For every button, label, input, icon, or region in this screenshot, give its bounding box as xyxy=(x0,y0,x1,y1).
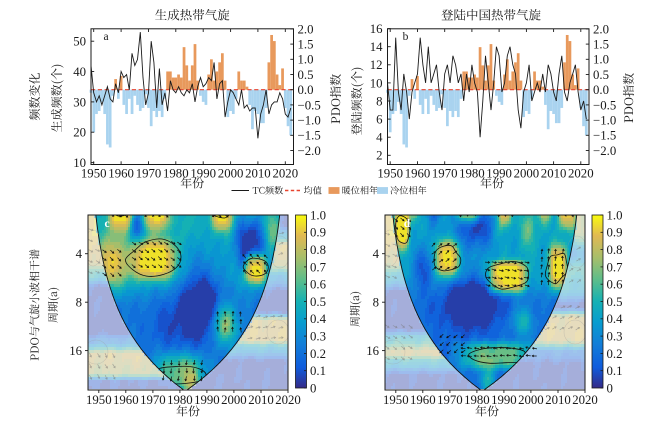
svg-text:2.0: 2.0 xyxy=(298,22,314,36)
svg-text:−0.5: −0.5 xyxy=(298,98,321,112)
svg-text:−1.0: −1.0 xyxy=(593,114,616,128)
svg-text:1980: 1980 xyxy=(167,393,193,407)
svg-text:d: d xyxy=(404,218,411,230)
svg-text:16: 16 xyxy=(366,344,379,358)
svg-text:8: 8 xyxy=(76,296,82,310)
svg-text:0.2: 0.2 xyxy=(607,347,623,361)
svg-text:8: 8 xyxy=(373,296,379,310)
svg-text:−2.0: −2.0 xyxy=(298,144,321,158)
svg-text:0.6: 0.6 xyxy=(607,278,624,292)
svg-text:1.5: 1.5 xyxy=(298,38,314,52)
svg-text:2.0: 2.0 xyxy=(593,22,609,36)
svg-text:1.0: 1.0 xyxy=(593,53,609,67)
svg-text:0.5: 0.5 xyxy=(607,295,623,309)
svg-text:2010: 2010 xyxy=(245,167,271,181)
svg-text:0.7: 0.7 xyxy=(310,260,327,274)
svg-text:2: 2 xyxy=(376,149,382,163)
svg-text:20: 20 xyxy=(73,126,86,140)
svg-text:1980: 1980 xyxy=(464,393,490,407)
svg-text:1950: 1950 xyxy=(377,167,403,181)
svg-text:1970: 1970 xyxy=(136,167,162,181)
svg-text:1.5: 1.5 xyxy=(593,38,609,52)
svg-text:0: 0 xyxy=(310,381,316,395)
svg-text:1990: 1990 xyxy=(491,393,517,407)
svg-text:12: 12 xyxy=(370,58,383,72)
svg-text:1.0: 1.0 xyxy=(607,208,623,222)
svg-text:2020: 2020 xyxy=(275,393,301,407)
svg-text:0.1: 0.1 xyxy=(607,364,623,378)
svg-text:4: 4 xyxy=(373,247,380,261)
svg-text:0: 0 xyxy=(607,381,613,395)
svg-text:0.3: 0.3 xyxy=(607,330,623,344)
svg-text:2020: 2020 xyxy=(568,167,594,181)
svg-text:0.0: 0.0 xyxy=(298,83,314,97)
svg-text:−1.5: −1.5 xyxy=(593,129,616,143)
svg-text:0.8: 0.8 xyxy=(310,243,326,257)
svg-text:0.9: 0.9 xyxy=(607,226,623,240)
svg-text:1980: 1980 xyxy=(163,167,189,181)
svg-text:0.7: 0.7 xyxy=(607,260,624,274)
svg-text:8: 8 xyxy=(376,94,382,108)
svg-text:−1.0: −1.0 xyxy=(298,114,321,128)
svg-text:2010: 2010 xyxy=(248,393,274,407)
svg-text:1.0: 1.0 xyxy=(310,208,326,222)
svg-text:4: 4 xyxy=(376,131,383,145)
svg-text:−0.5: −0.5 xyxy=(593,98,616,112)
svg-text:1990: 1990 xyxy=(194,393,220,407)
svg-text:10: 10 xyxy=(370,76,383,90)
svg-text:2000: 2000 xyxy=(218,167,244,181)
svg-text:0.5: 0.5 xyxy=(298,68,314,82)
svg-text:2000: 2000 xyxy=(518,393,544,407)
svg-text:1950: 1950 xyxy=(86,393,112,407)
svg-text:2010: 2010 xyxy=(541,167,567,181)
svg-text:1990: 1990 xyxy=(190,167,216,181)
svg-text:1970: 1970 xyxy=(437,393,463,407)
svg-text:1960: 1960 xyxy=(113,393,139,407)
svg-text:14: 14 xyxy=(370,40,383,54)
svg-text:1970: 1970 xyxy=(432,167,458,181)
svg-text:0.0: 0.0 xyxy=(593,83,609,97)
svg-text:1960: 1960 xyxy=(410,393,436,407)
svg-text:0.9: 0.9 xyxy=(310,226,326,240)
svg-text:1950: 1950 xyxy=(81,167,107,181)
svg-text:c: c xyxy=(104,218,109,230)
svg-text:0.5: 0.5 xyxy=(593,68,609,82)
svg-text:a: a xyxy=(103,31,108,43)
svg-text:0.1: 0.1 xyxy=(310,364,326,378)
svg-text:1980: 1980 xyxy=(459,167,485,181)
svg-text:0.6: 0.6 xyxy=(310,278,327,292)
svg-text:1.0: 1.0 xyxy=(298,53,314,67)
svg-text:30: 30 xyxy=(73,95,86,109)
svg-text:4: 4 xyxy=(76,247,83,261)
svg-text:0.3: 0.3 xyxy=(310,330,326,344)
svg-text:2000: 2000 xyxy=(514,167,540,181)
svg-text:1970: 1970 xyxy=(140,393,166,407)
svg-text:1960: 1960 xyxy=(108,167,134,181)
svg-text:0.2: 0.2 xyxy=(310,347,326,361)
svg-text:−1.5: −1.5 xyxy=(298,129,321,143)
svg-text:b: b xyxy=(403,31,409,43)
svg-text:2020: 2020 xyxy=(273,167,299,181)
svg-text:16: 16 xyxy=(69,344,82,358)
svg-text:2000: 2000 xyxy=(221,393,247,407)
svg-text:1950: 1950 xyxy=(383,393,409,407)
svg-text:10: 10 xyxy=(73,156,86,170)
svg-text:2020: 2020 xyxy=(572,393,598,407)
svg-text:−2.0: −2.0 xyxy=(593,144,616,158)
svg-text:50: 50 xyxy=(73,35,86,49)
svg-text:40: 40 xyxy=(73,65,86,79)
svg-text:6: 6 xyxy=(376,113,383,127)
svg-text:0.4: 0.4 xyxy=(310,312,327,326)
svg-text:1960: 1960 xyxy=(405,167,431,181)
svg-text:0.4: 0.4 xyxy=(607,312,624,326)
svg-text:1990: 1990 xyxy=(486,167,512,181)
svg-text:16: 16 xyxy=(370,22,383,36)
svg-text:2010: 2010 xyxy=(545,393,571,407)
svg-text:0.8: 0.8 xyxy=(607,243,623,257)
svg-text:0.5: 0.5 xyxy=(310,295,326,309)
